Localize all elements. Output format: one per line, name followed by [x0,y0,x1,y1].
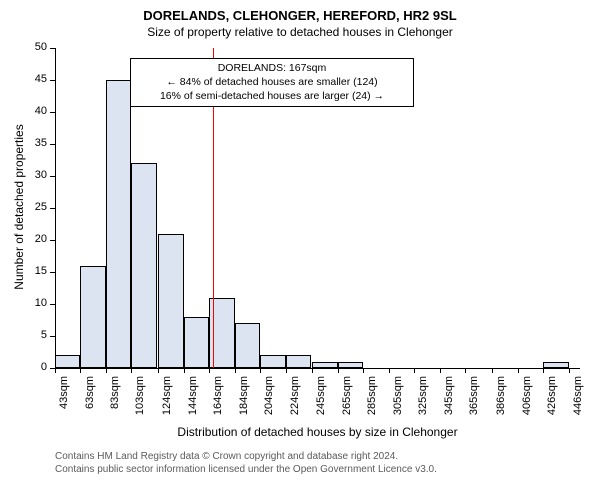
histogram-bar [543,362,568,368]
title-sub: Size of property relative to detached ho… [0,23,600,39]
y-tick-label: 50 [25,41,47,53]
x-tick-mark [55,368,56,373]
y-tick-mark [50,112,55,113]
caption-line3: 16% of semi-detached houses are larger (… [137,89,407,103]
x-tick-mark [235,368,236,373]
x-tick-label: 345sqm [443,376,455,421]
x-axis-line [55,368,580,369]
x-tick-label: 103sqm [134,376,146,421]
x-tick-mark [184,368,185,373]
title-main: DORELANDS, CLEHONGER, HEREFORD, HR2 9SL [0,0,600,23]
y-tick-label: 10 [25,297,47,309]
x-tick-label: 144sqm [187,376,199,421]
y-tick-label: 0 [25,361,47,373]
histogram-bar [312,362,337,368]
x-tick-mark [465,368,466,373]
y-axis-label: Number of detached properties [12,122,26,292]
y-tick-label: 15 [25,265,47,277]
x-tick-mark [492,368,493,373]
y-axis-line [55,48,56,368]
y-tick-mark [50,304,55,305]
x-tick-mark [106,368,107,373]
x-tick-mark [569,368,570,373]
x-axis-label: Distribution of detached houses by size … [55,425,580,439]
caption-line1: DORELANDS: 167sqm [137,61,407,75]
attribution: Contains HM Land Registry data © Crown c… [55,450,437,476]
histogram-bar [235,323,260,368]
x-tick-label: 285sqm [366,376,378,421]
x-tick-label: 204sqm [263,376,275,421]
y-tick-label: 25 [25,201,47,213]
y-tick-mark [50,176,55,177]
x-tick-label: 426sqm [546,376,558,421]
x-tick-mark [363,368,364,373]
attribution-line2: Contains public sector information licen… [55,463,437,476]
histogram-bar [260,355,285,368]
x-tick-mark [440,368,441,373]
x-tick-label: 386sqm [495,376,507,421]
histogram-bar [338,362,363,368]
x-tick-mark [80,368,81,373]
y-tick-mark [50,208,55,209]
y-tick-label: 35 [25,137,47,149]
histogram-bar [131,163,156,368]
y-tick-label: 40 [25,105,47,117]
histogram-bar [80,266,105,368]
caption-box: DORELANDS: 167sqm ← 84% of detached hous… [130,58,414,107]
histogram-bar [55,355,80,368]
y-tick-label: 5 [25,329,47,341]
histogram-bar [158,234,183,368]
x-tick-mark [158,368,159,373]
y-tick-label: 45 [25,73,47,85]
y-tick-label: 20 [25,233,47,245]
x-tick-label: 83sqm [109,376,121,421]
x-tick-mark [414,368,415,373]
x-tick-mark [209,368,210,373]
histogram-bar [184,317,209,368]
x-tick-label: 365sqm [468,376,480,421]
y-tick-label: 30 [25,169,47,181]
x-tick-label: 63sqm [84,376,96,421]
x-tick-label: 184sqm [238,376,250,421]
x-tick-label: 406sqm [521,376,533,421]
x-tick-mark [260,368,261,373]
x-tick-label: 325sqm [417,376,429,421]
y-tick-mark [50,80,55,81]
x-tick-label: 305sqm [392,376,404,421]
y-tick-mark [50,336,55,337]
y-tick-mark [50,240,55,241]
y-tick-mark [50,272,55,273]
x-tick-mark [338,368,339,373]
x-tick-label: 245sqm [315,376,327,421]
histogram-bar [106,80,131,368]
y-tick-mark [50,144,55,145]
y-tick-mark [50,48,55,49]
x-tick-mark [543,368,544,373]
chart-container: { "title_main": "DORELANDS, CLEHONGER, H… [0,0,600,500]
x-tick-mark [286,368,287,373]
x-tick-label: 265sqm [341,376,353,421]
x-tick-mark [131,368,132,373]
x-tick-label: 224sqm [289,376,301,421]
x-tick-label: 43sqm [58,376,70,421]
x-tick-label: 164sqm [212,376,224,421]
x-tick-label: 124sqm [161,376,173,421]
caption-line2: ← 84% of detached houses are smaller (12… [137,75,407,89]
histogram-bar [286,355,311,368]
attribution-line1: Contains HM Land Registry data © Crown c… [55,450,437,463]
x-tick-mark [312,368,313,373]
x-tick-mark [389,368,390,373]
x-tick-label: 446sqm [572,376,584,421]
x-tick-mark [518,368,519,373]
